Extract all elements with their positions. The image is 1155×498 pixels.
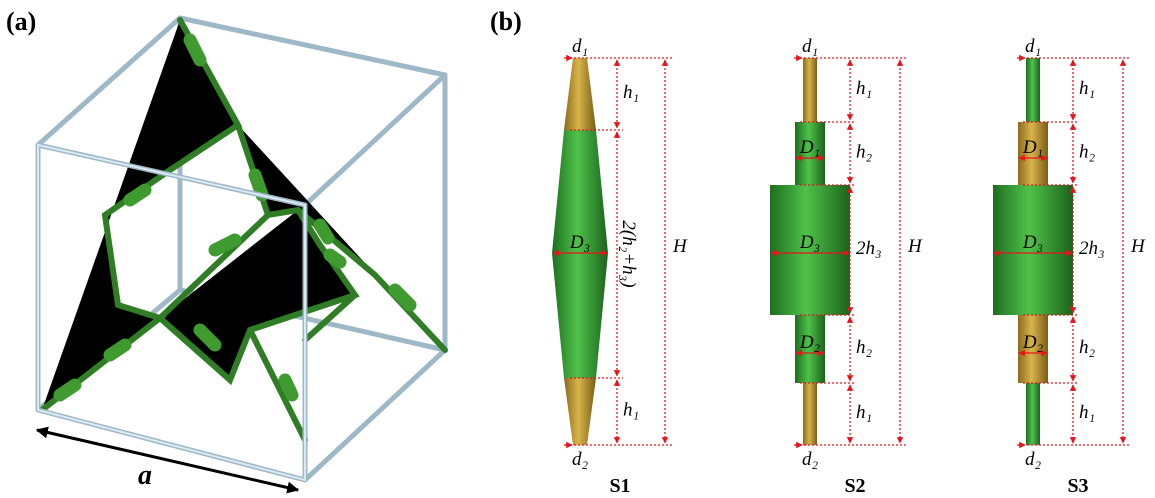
diameter-label: D₂ — [1022, 332, 1044, 353]
dimension-label: H — [672, 236, 688, 257]
dimension-label: h₁ — [1079, 402, 1095, 423]
dimension-label: h₂ — [856, 142, 873, 163]
dimension-label: H — [1130, 236, 1146, 257]
diameter-label: d₂ — [1025, 449, 1042, 470]
dimension-label: h₁ — [623, 400, 639, 421]
diameter-label: D₁ — [799, 137, 820, 158]
dimension-label: h₁ — [623, 82, 639, 103]
edge-label: a — [138, 460, 152, 491]
strut-tip — [564, 58, 596, 130]
diameter-label: d₂ — [802, 449, 819, 470]
figure: (a) (b) a h₁ 2(h₂+h₃) h₁ H D₃ d₁ d₂ S1 h₁ h₂ 2h₃ h₂… — [0, 0, 1155, 498]
diameter-label: D₂ — [799, 332, 821, 353]
diameter-label: d₁ — [572, 36, 588, 57]
panel-label: (a) — [6, 7, 36, 36]
dimension-label: h₁ — [856, 402, 872, 423]
diameter-label: d₂ — [572, 449, 589, 470]
dimension-label: h₁ — [1079, 78, 1095, 99]
strut-body — [552, 130, 608, 378]
strut-name: S1 — [609, 475, 630, 497]
diameter-label: D₃ — [799, 232, 820, 253]
strut-segment — [1026, 58, 1040, 122]
strut-segment — [803, 58, 817, 122]
strut-segment — [803, 383, 817, 445]
unit-cell — [38, 18, 445, 480]
diameter-label: D₃ — [1022, 232, 1043, 253]
dimension-label: 2h₃ — [1079, 238, 1105, 259]
diameter-label: d₁ — [802, 36, 818, 57]
strut-tip — [564, 378, 596, 445]
strut-name: S3 — [1067, 475, 1088, 497]
dimension-label: h₂ — [856, 337, 873, 358]
diameter-label: D₃ — [569, 232, 590, 253]
dimension-label: H — [907, 236, 923, 257]
edge-arrow — [37, 430, 298, 490]
dimension-label: h₂ — [1079, 142, 1096, 163]
panel-label: (b) — [490, 7, 522, 36]
dimension-label: h₂ — [1079, 337, 1096, 358]
strut-name: S2 — [844, 475, 865, 497]
diameter-label: D₁ — [1022, 137, 1043, 158]
strut-segment — [1026, 383, 1040, 445]
diameter-label: d₁ — [1025, 36, 1041, 57]
dimension-label: h₁ — [856, 78, 872, 99]
dimension-label: 2h₃ — [856, 238, 882, 259]
dimension-label: 2(h₂+h₃) — [618, 220, 639, 287]
